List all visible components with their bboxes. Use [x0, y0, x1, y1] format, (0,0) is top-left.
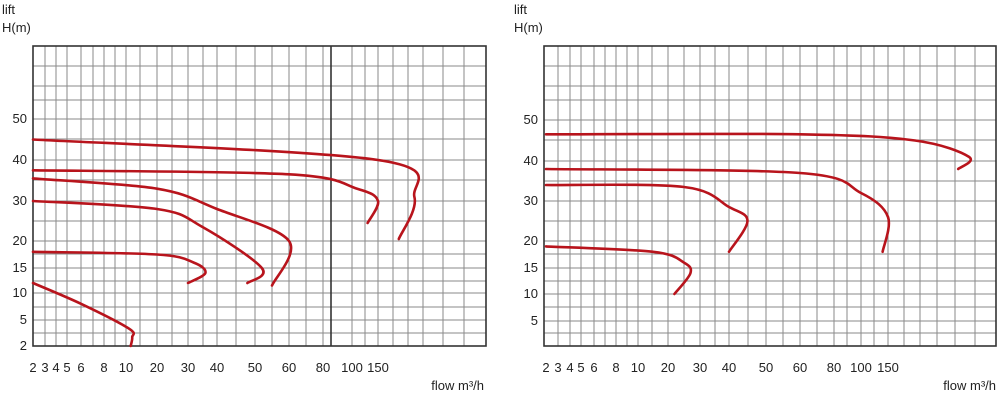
y-axis-title-line: lift	[514, 2, 527, 17]
y-tick-label: 20	[13, 233, 27, 248]
x-tick-label: 3	[554, 360, 561, 375]
pump-curve-3	[544, 183, 749, 254]
grid-lines	[543, 45, 997, 347]
x-tick-label: 50	[759, 360, 773, 375]
pump-curve-4	[544, 245, 693, 296]
x-tick-label: 4	[52, 360, 59, 375]
y-tick-label: 5	[531, 313, 538, 328]
y-tick-label: 40	[13, 152, 27, 167]
y-axis-title-line: H(m)	[514, 20, 543, 35]
x-tick-label: 40	[210, 360, 224, 375]
y-tick-label: 2	[20, 338, 27, 353]
y-tick-label: 50	[524, 112, 538, 127]
x-tick-label: 5	[577, 360, 584, 375]
x-tick-label: 60	[793, 360, 807, 375]
y-tick-label: 5	[20, 312, 27, 327]
x-tick-label: 150	[367, 360, 389, 375]
pump-curve-2	[31, 169, 380, 225]
performance-curves	[31, 138, 421, 348]
y-tick-label: 30	[524, 193, 538, 208]
x-tick-label: 8	[612, 360, 619, 375]
x-tick-label: 80	[827, 360, 841, 375]
x-tick-label: 20	[150, 360, 164, 375]
y-axis-title-line: H(m)	[2, 20, 31, 35]
pump-curve-2	[544, 167, 891, 254]
x-tick-label: 50	[248, 360, 262, 375]
y-tick-label: 30	[13, 193, 27, 208]
y-tick-label: 10	[13, 285, 27, 300]
x-axis-title: flow m³/h	[943, 378, 996, 393]
pump-curve-4	[31, 199, 265, 285]
x-tick-label: 10	[119, 360, 133, 375]
grid-lines	[32, 45, 487, 347]
y-tick-label: 20	[524, 233, 538, 248]
x-axis-title: flow m³/h	[431, 378, 484, 393]
pump-curve-1	[31, 138, 421, 241]
x-tick-label: 3	[41, 360, 48, 375]
x-tick-label: 100	[341, 360, 363, 375]
x-tick-label: 40	[722, 360, 736, 375]
x-tick-label: 100	[850, 360, 872, 375]
x-tick-label: 6	[77, 360, 84, 375]
x-tick-label: 60	[282, 360, 296, 375]
y-tick-label: 15	[524, 260, 538, 275]
x-tick-label: 2	[542, 360, 549, 375]
x-tick-label: 2	[29, 360, 36, 375]
y-tick-label: 15	[13, 260, 27, 275]
x-tick-label: 20	[661, 360, 675, 375]
y-tick-label: 50	[13, 111, 27, 126]
x-tick-label: 6	[590, 360, 597, 375]
x-tick-label: 8	[100, 360, 107, 375]
x-tick-label: 30	[181, 360, 195, 375]
x-tick-label: 80	[316, 360, 330, 375]
x-tick-label: 5	[63, 360, 70, 375]
pump-curve-3	[31, 177, 293, 287]
y-tick-label: 10	[524, 286, 538, 301]
plot-frame	[32, 45, 487, 347]
x-tick-label: 30	[693, 360, 707, 375]
x-tick-label: 150	[877, 360, 899, 375]
pump-curve-1	[544, 132, 972, 171]
y-tick-label: 40	[524, 153, 538, 168]
x-tick-label: 10	[631, 360, 645, 375]
plot-frame	[543, 45, 997, 347]
y-axis-title-line: lift	[2, 2, 15, 17]
pump-curve-6	[31, 281, 136, 348]
pump-curve-5	[31, 250, 207, 285]
x-tick-label: 4	[566, 360, 573, 375]
performance-curves	[544, 132, 972, 296]
